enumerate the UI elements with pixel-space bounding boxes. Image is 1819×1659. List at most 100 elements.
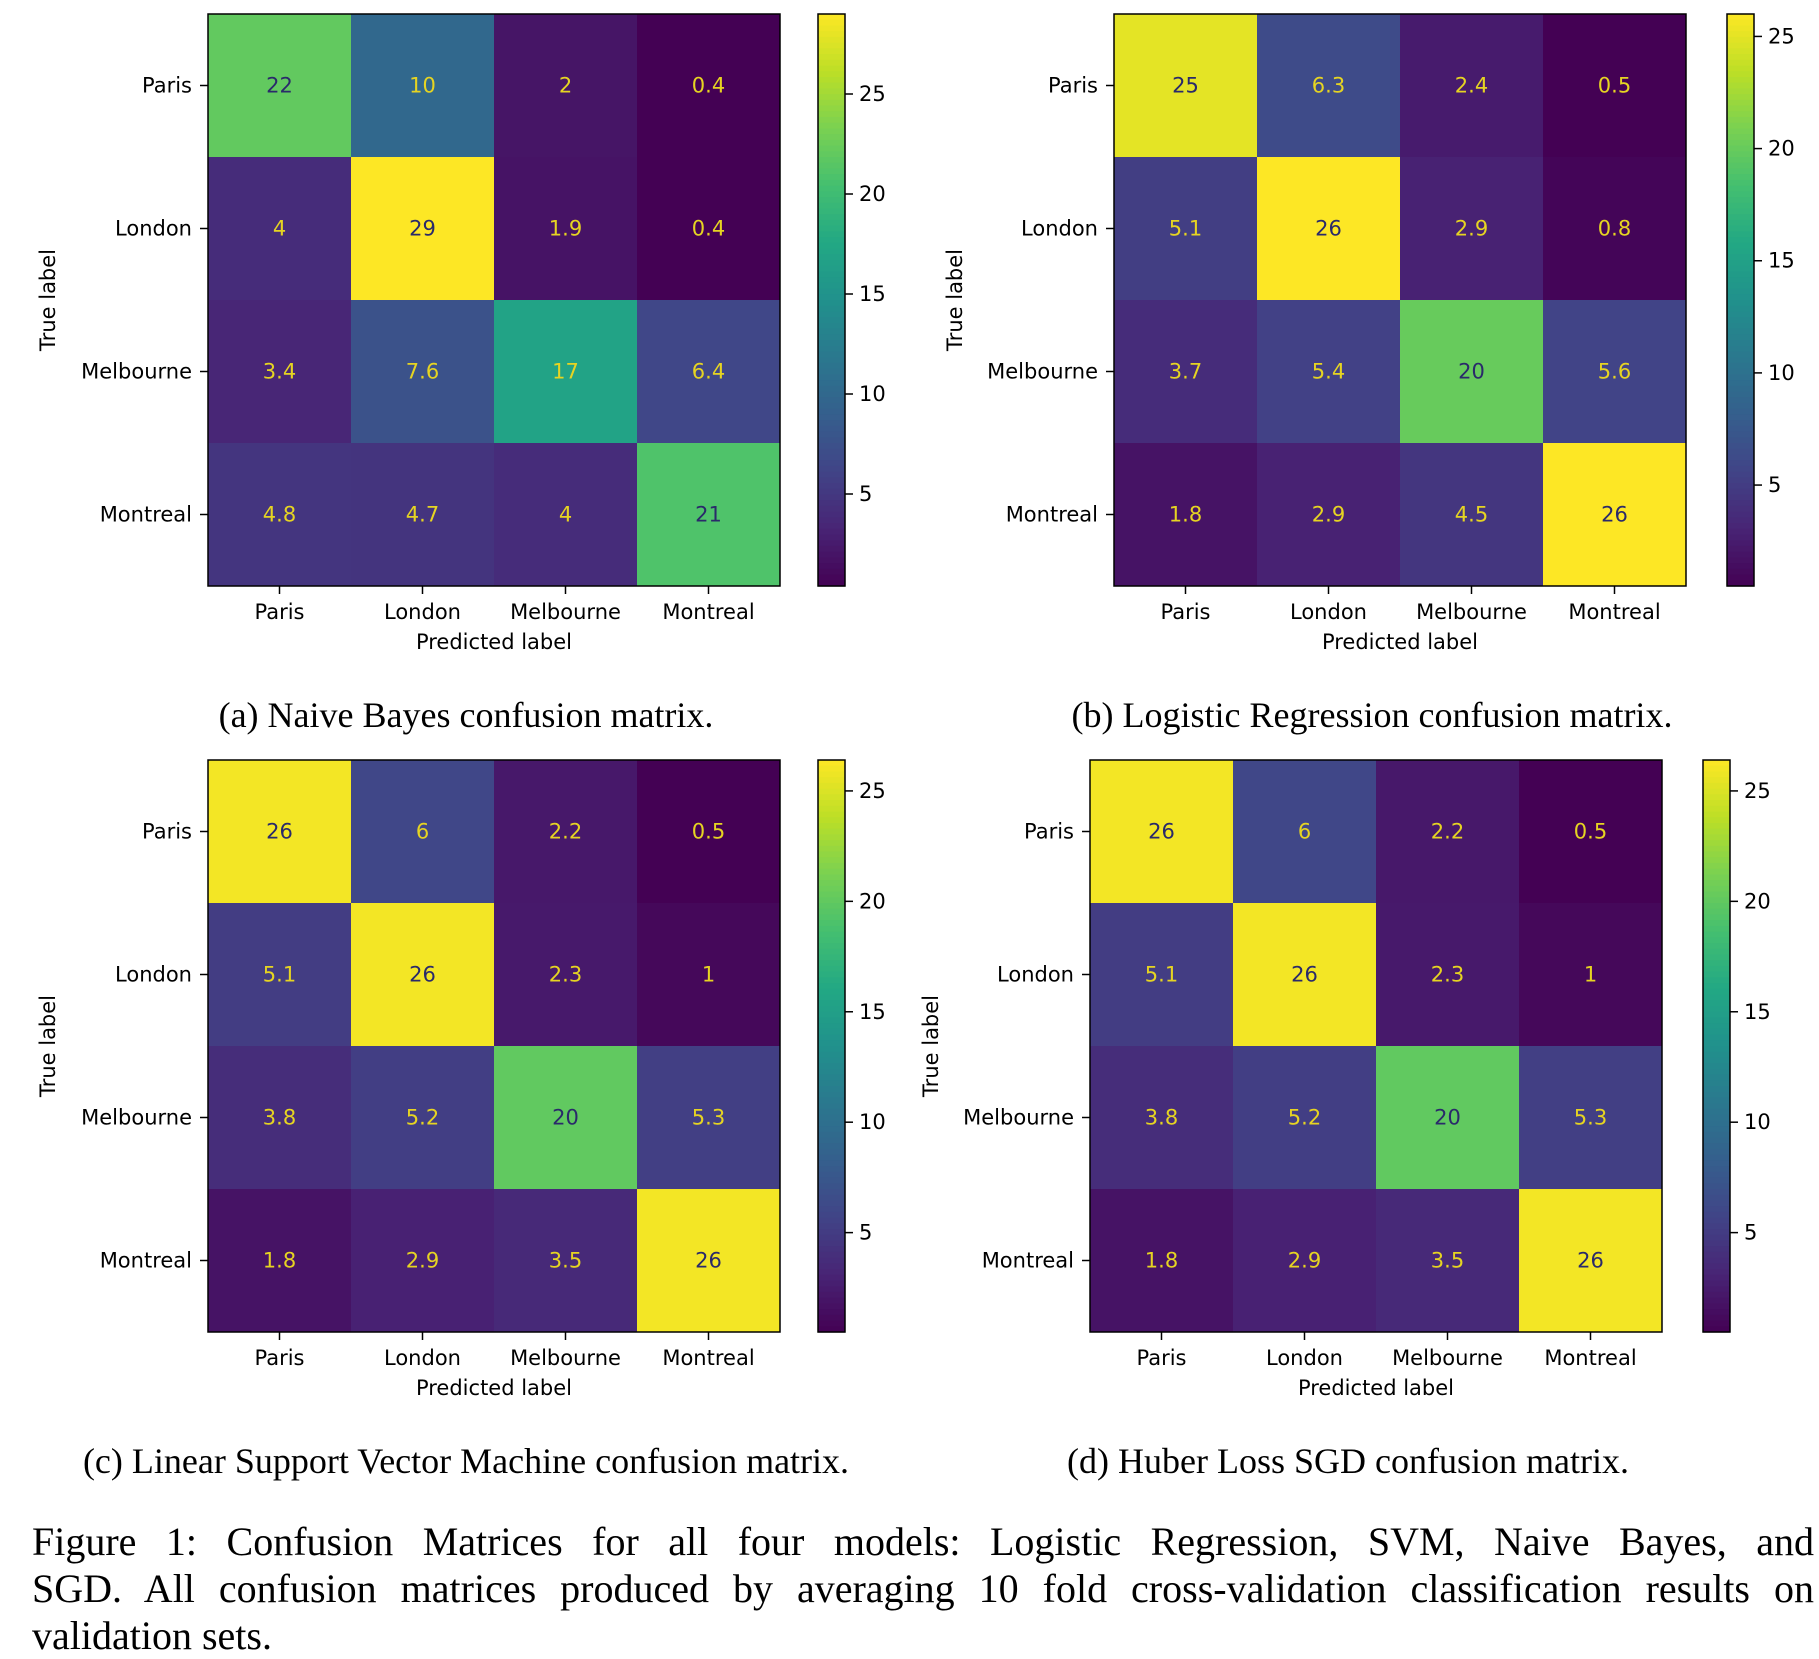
colorbar-segment — [1703, 937, 1730, 944]
colorbar-segment — [818, 943, 845, 950]
colorbar-segment — [1703, 897, 1730, 904]
colorbar-segment — [1727, 128, 1754, 135]
colorbar-segment — [1727, 248, 1754, 255]
heatmap-cell — [1090, 760, 1234, 904]
colorbar-segment — [818, 88, 845, 95]
y-tick-label: Montreal — [982, 1249, 1074, 1273]
colorbar-segment — [1727, 282, 1754, 290]
colorbar-segment — [1703, 1314, 1730, 1322]
figure-caption-line-3: validation sets. — [32, 1613, 272, 1658]
colorbar-segment — [1703, 868, 1730, 875]
colorbar-segment — [818, 960, 845, 967]
colorbar-segment — [818, 500, 845, 507]
colorbar-segment — [1727, 397, 1754, 404]
colorbar-segment — [1703, 1326, 1730, 1333]
heatmap-cell — [1543, 157, 1687, 301]
colorbar-segment — [818, 517, 845, 524]
y-tick-label: Montreal — [100, 1249, 192, 1273]
colorbar-segment — [818, 760, 845, 767]
figure-caption-line-1: Figure 1: Confusion Matrices for all fou… — [32, 1519, 1814, 1564]
colorbar-segment — [1727, 517, 1754, 524]
colorbar-tick-label: 20 — [859, 182, 886, 206]
colorbar-segment — [1727, 534, 1754, 541]
colorbar-segment — [818, 219, 845, 227]
colorbar-segment — [818, 454, 845, 461]
colorbar-segment — [1727, 31, 1754, 38]
colorbar-segment — [818, 31, 845, 38]
colorbar-segment — [1727, 65, 1754, 72]
cell-value-label: 2 — [559, 74, 572, 98]
colorbar-segment — [818, 1314, 845, 1322]
colorbar-segment — [1703, 862, 1730, 870]
colorbar-segment — [818, 1200, 845, 1207]
colorbar-tick-label: 5 — [1768, 473, 1781, 497]
colorbar-segment — [818, 965, 845, 973]
heatmap-cell — [351, 157, 495, 301]
y-axis-label: True label — [36, 249, 60, 352]
colorbar-segment — [1703, 1303, 1730, 1310]
colorbar-segment — [818, 1320, 845, 1327]
colorbar-segment — [1703, 1286, 1730, 1293]
colorbar-segment — [818, 1274, 845, 1282]
heatmap-cell — [1376, 903, 1520, 1047]
colorbar-segment — [818, 1017, 845, 1024]
cell-value-label: 2.9 — [1288, 1249, 1321, 1273]
colorbar-segment — [818, 1303, 845, 1310]
colorbar-segment — [818, 288, 845, 295]
heatmap-cell — [494, 157, 638, 301]
colorbar-frame — [817, 13, 846, 587]
colorbar-segment — [818, 448, 845, 456]
colorbar-segment — [818, 248, 845, 255]
y-tick-label: Paris — [142, 820, 192, 844]
colorbar-tick-label: 10 — [1768, 361, 1795, 385]
colorbar-segment — [818, 1183, 845, 1190]
cell-value-label: 5.6 — [1598, 360, 1631, 384]
colorbar-segment — [1703, 828, 1730, 835]
colorbar-segment — [818, 1297, 845, 1304]
heatmap-cell — [1233, 1189, 1377, 1333]
colorbar-segment — [818, 1005, 845, 1013]
colorbar-segment — [818, 111, 845, 118]
colorbar-segment — [1727, 345, 1754, 353]
heatmap-cell — [637, 903, 781, 1047]
panel-caption: (d) Huber Loss SGD confusion matrix. — [1067, 1441, 1629, 1481]
y-tick-label: Paris — [1024, 820, 1074, 844]
colorbar-segment — [818, 1263, 845, 1270]
colorbar-segment — [1727, 151, 1754, 158]
heatmap-cell — [637, 157, 781, 301]
colorbar-segment — [818, 777, 845, 784]
colorbar-tick-label: 10 — [859, 1110, 886, 1134]
colorbar-segment — [818, 162, 845, 170]
colorbar-segment — [1703, 1234, 1730, 1242]
y-tick-label: London — [997, 963, 1074, 987]
cell-value-label: 2.9 — [1312, 503, 1345, 527]
figure-caption-line-2: SGD. All confusion matrices produced by … — [32, 1566, 1814, 1611]
cell-value-label: 1.8 — [1145, 1249, 1178, 1273]
colorbar-segment — [1703, 880, 1730, 887]
colorbar-segment — [818, 880, 845, 887]
y-tick-label: Melbourne — [987, 360, 1098, 384]
colorbar-segment — [1727, 414, 1754, 421]
y-axis-label: True label — [919, 995, 943, 1098]
colorbar-segment — [818, 431, 845, 438]
cell-value-label: 4.7 — [406, 503, 439, 527]
heatmap-cell — [494, 760, 638, 904]
colorbar-segment — [818, 202, 845, 210]
colorbar-tick-label: 20 — [859, 889, 886, 913]
colorbar-segment — [818, 294, 845, 301]
cell-value-label: 5.1 — [263, 963, 296, 987]
colorbar-segment — [1727, 294, 1754, 301]
colorbar-segment — [1703, 914, 1730, 921]
cell-value-label: 4 — [273, 217, 286, 241]
colorbar-segment — [1703, 1223, 1730, 1230]
colorbar-segment — [818, 1189, 845, 1196]
y-axis-label: True label — [943, 249, 967, 352]
colorbar-segment — [1703, 1263, 1730, 1270]
colorbar-segment — [818, 71, 845, 78]
colorbar-segment — [1727, 523, 1754, 530]
colorbar-segment — [1703, 1274, 1730, 1282]
colorbar-segment — [1703, 920, 1730, 927]
colorbar-segment — [818, 931, 845, 938]
heatmap-cell — [494, 903, 638, 1047]
cell-value-label: 26 — [1291, 963, 1318, 987]
